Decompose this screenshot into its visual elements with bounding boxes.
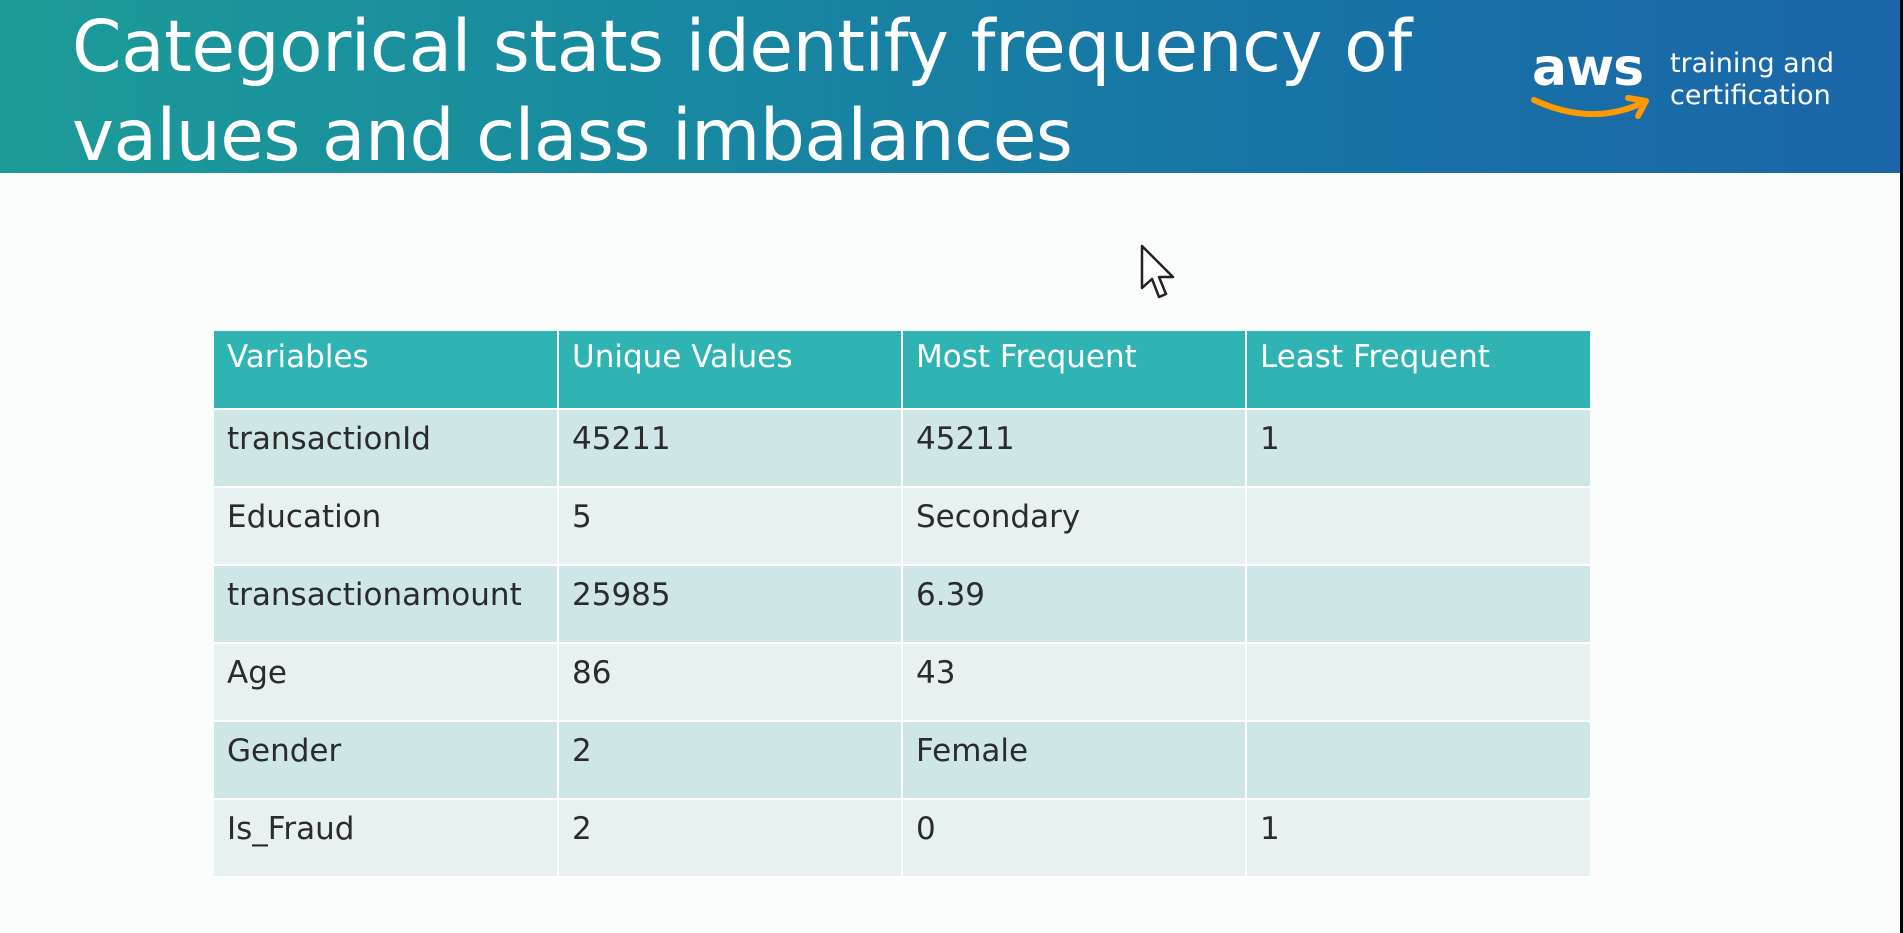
logo-tagline: training and certification — [1670, 48, 1860, 112]
mouse-pointer-icon — [1140, 244, 1175, 299]
aws-training-logo: aws training and certification — [1528, 38, 1858, 138]
title-line-2: values and class imbalances — [72, 94, 1073, 177]
tagline-line-2: certification — [1670, 80, 1831, 111]
column-header-unique-values: Unique Values — [558, 331, 903, 410]
cell-most-frequent: 0 — [902, 799, 1247, 878]
categorical-stats-table: Variables Unique Values Most Frequent Le… — [214, 331, 1590, 878]
cell-least-frequent — [1246, 643, 1590, 722]
column-header-most-frequent: Most Frequent — [902, 331, 1247, 410]
table-row: Education 5 Secondary — [214, 487, 1590, 566]
cell-least-frequent — [1246, 565, 1590, 644]
cell-variable: Gender — [214, 721, 559, 800]
cell-variable: transactionamount — [214, 565, 559, 644]
table-row: transactionId 45211 45211 1 — [214, 409, 1590, 488]
cell-variable: Is_Fraud — [214, 799, 559, 878]
aws-smile-icon — [1531, 95, 1649, 119]
cell-unique-values: 2 — [558, 721, 903, 800]
column-header-least-frequent: Least Frequent — [1246, 331, 1590, 410]
cell-most-frequent: 6.39 — [902, 565, 1247, 644]
tagline-line-1: training and — [1670, 48, 1834, 79]
table-header-row: Variables Unique Values Most Frequent Le… — [214, 331, 1590, 410]
cell-most-frequent: Secondary — [902, 487, 1247, 566]
cell-least-frequent: 1 — [1246, 409, 1590, 488]
cell-least-frequent: 1 — [1246, 799, 1590, 878]
cell-most-frequent: Female — [902, 721, 1247, 800]
slide-header: Categorical stats identify frequency of … — [0, 0, 1900, 177]
table-row: Age 86 43 — [214, 643, 1590, 722]
cell-most-frequent: 45211 — [902, 409, 1247, 488]
cell-least-frequent — [1246, 487, 1590, 566]
table-row: transactionamount 25985 6.39 — [214, 565, 1590, 644]
cell-most-frequent: 43 — [902, 643, 1247, 722]
cell-unique-values: 25985 — [558, 565, 903, 644]
slide-title: Categorical stats identify frequency of … — [72, 2, 1472, 180]
cell-variable: Age — [214, 643, 559, 722]
cell-unique-values: 86 — [558, 643, 903, 722]
table-row: Is_Fraud 2 0 1 — [214, 799, 1590, 878]
column-header-variables: Variables — [214, 331, 559, 410]
cell-unique-values: 5 — [558, 487, 903, 566]
table-row: Gender 2 Female — [214, 721, 1590, 800]
cell-least-frequent — [1246, 721, 1590, 800]
cell-unique-values: 2 — [558, 799, 903, 878]
aws-wordmark: aws — [1532, 38, 1644, 98]
title-line-1: Categorical stats identify frequency of — [72, 5, 1412, 88]
cell-variable: Education — [214, 487, 559, 566]
cell-variable: transactionId — [214, 409, 559, 488]
cell-unique-values: 45211 — [558, 409, 903, 488]
